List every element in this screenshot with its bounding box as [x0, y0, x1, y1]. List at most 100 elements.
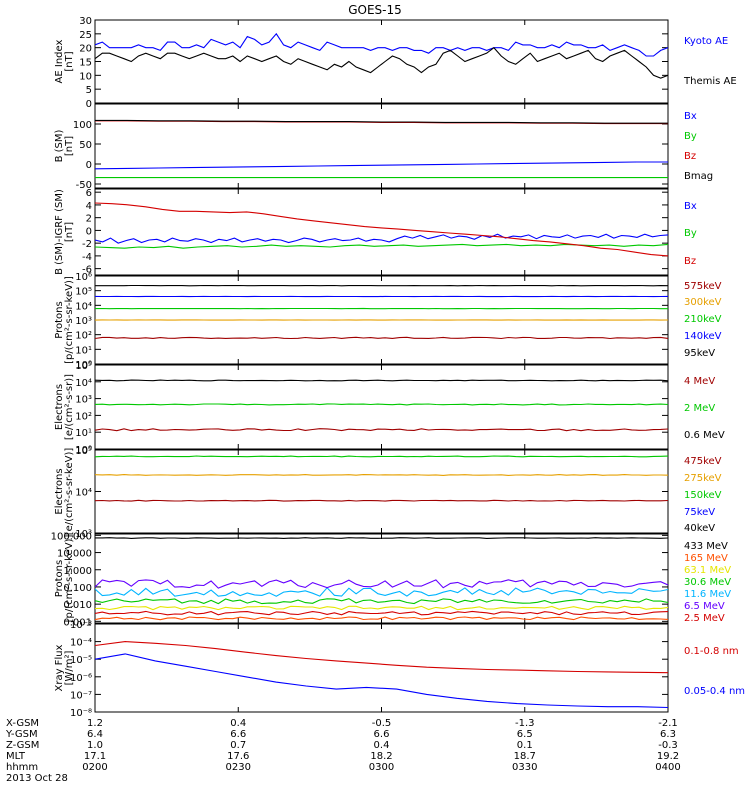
- y-tick-label: 10¹: [75, 345, 92, 356]
- x-axis-value: 18.7: [514, 751, 536, 762]
- y-axis-label: Electrons: [54, 468, 65, 514]
- legend-entry: 300keV: [684, 297, 722, 308]
- series-group: [95, 455, 668, 502]
- x-axis-value: 0300: [369, 762, 394, 773]
- x-axis-value: -0.3: [658, 740, 678, 751]
- y-tick-label: 15: [79, 58, 92, 69]
- x-axis-value: 17.6: [227, 751, 249, 762]
- legend-entry: 140keV: [684, 331, 722, 342]
- legend-entry: Bz: [684, 256, 696, 267]
- series-line-575kev: [95, 336, 668, 340]
- legend-entry: Kyoto AE: [684, 36, 728, 47]
- series-group: [95, 284, 668, 340]
- x-axis-row-label: Y-GSM: [5, 729, 38, 740]
- y-axis-label: Protons: [54, 301, 65, 338]
- x-axis-value: 6.3: [660, 729, 676, 740]
- y-axis-label: [p/(cm²-s-sr-keV)]: [64, 276, 75, 364]
- legend-entry: 30.6 MeV: [684, 577, 731, 588]
- panel-electrons2: 10³ 10⁴ 10⁵ Electrons [e/(cm²-s-sr-keV)] 475k…: [54, 446, 722, 540]
- series-line-2-5-mev: [95, 610, 668, 616]
- y-tick-label: 10³: [75, 395, 92, 406]
- legend-entry: By: [684, 228, 697, 239]
- x-axis-value: 0.7: [230, 740, 246, 751]
- y-tick-label: 10³: [75, 316, 92, 327]
- y-axis-label: B (SM)-IGRF (SM): [54, 189, 65, 275]
- x-axis-row-label: hhmm: [6, 762, 38, 773]
- series-line-kyoto-ae: [95, 32, 668, 57]
- x-axis-value: 18.2: [370, 751, 392, 762]
- panel-bigrf: -6 -4 -2 02 4 6 B (SM)-IGRF (SM) [nT] Bx By Bz: [54, 188, 697, 275]
- y-tick-label: 10.000: [57, 549, 92, 560]
- y-tick-label: 0: [86, 226, 92, 237]
- legend-entry: By: [684, 131, 697, 142]
- y-tick-label: 10⁶: [75, 272, 92, 283]
- series-group: [95, 32, 668, 79]
- y-tick-label: 10⁵: [75, 446, 92, 457]
- y-tick-label: 100: [73, 120, 92, 131]
- y-tick-label: 10²: [75, 411, 92, 422]
- series-line-150kev: [95, 455, 668, 458]
- panel-frame: [94, 533, 669, 624]
- legend-entry: 433 MeV: [684, 541, 728, 552]
- series-line-0-6-mev: [95, 379, 668, 382]
- y-axis-label: [nT]: [64, 51, 75, 71]
- legend-entry: 0.1-0.8 nm: [684, 646, 739, 657]
- x-axis-value: 0.4: [230, 718, 246, 729]
- series-line-bx: [95, 161, 668, 170]
- y-tick-label: 10⁴: [75, 301, 92, 312]
- legend-entry: 2.5 MeV: [684, 613, 725, 624]
- y-axis-label: Protons: [54, 560, 65, 597]
- panel-frame: [94, 364, 669, 450]
- series-line-bx: [95, 233, 668, 244]
- legend-entry: 0.05-0.4 nm: [684, 686, 745, 697]
- y-tick-label: 4: [86, 201, 92, 212]
- panel-frame: [94, 623, 669, 713]
- legend-entry: 275keV: [684, 473, 722, 484]
- series-group: [95, 537, 668, 621]
- y-tick-label: 10³: [75, 529, 92, 540]
- x-axis-value: 0330: [512, 762, 537, 773]
- y-tick-label: 0: [86, 99, 92, 110]
- panel-frame: [94, 19, 669, 104]
- date-label: 2013 Oct 28: [6, 773, 68, 784]
- series-group: [95, 379, 668, 432]
- x-axis-value: 6.6: [230, 729, 246, 740]
- y-axis-label: Electrons: [54, 384, 65, 430]
- legend-entry: 475keV: [684, 456, 722, 467]
- series-group: [95, 641, 668, 709]
- x-axis-value: 17.1: [84, 751, 106, 762]
- legend-entry: Bmag: [684, 171, 713, 182]
- legend-entry: Themis AE: [683, 76, 737, 87]
- y-axis-label: [e/(cm²-s-sr-keV)]: [64, 448, 75, 536]
- series-line-themis-ae: [95, 46, 668, 79]
- legend-entry: 0.6 MeV: [684, 430, 725, 441]
- panel-frame: [94, 103, 669, 189]
- series-line-2-mev: [95, 403, 668, 406]
- y-tick-label: 10⁴: [75, 378, 92, 389]
- x-axis-value: -0.5: [372, 718, 392, 729]
- panel-frame: [94, 449, 669, 534]
- panel-ae: 0 5 10 15 20 25 30 AE Index [nT] Kyoto AE Themis A…: [54, 16, 737, 110]
- series-line-0-1-0-8-nm: [95, 641, 668, 674]
- legend-entry: 2 MeV: [684, 403, 715, 414]
- y-tick-label: 10⁻⁶: [70, 673, 92, 684]
- y-tick-label: -4: [82, 252, 92, 263]
- series-group: [95, 119, 668, 179]
- figure-title: GOES-15: [348, 3, 402, 17]
- y-axis-label: [nT]: [64, 222, 75, 242]
- y-tick-label: 10⁻⁵: [70, 655, 92, 666]
- x-axis-row-label: X-GSM: [6, 718, 39, 729]
- y-axis-label: [p/(cm²-s-sr-keV)]: [64, 535, 75, 623]
- legend-entry: 575keV: [684, 281, 722, 292]
- series-line-433-mev: [95, 537, 668, 539]
- legend-entry: 11.6 MeV: [684, 589, 731, 600]
- legend-entry: Bz: [684, 151, 696, 162]
- y-tick-label: 0.100: [63, 583, 92, 594]
- legend-entry: Bx: [684, 201, 697, 212]
- y-tick-label: 1.000: [63, 566, 92, 577]
- x-axis-value: -1.3: [515, 718, 535, 729]
- x-axis-value: 1.2: [87, 718, 103, 729]
- x-axis-value: 19.2: [657, 751, 679, 762]
